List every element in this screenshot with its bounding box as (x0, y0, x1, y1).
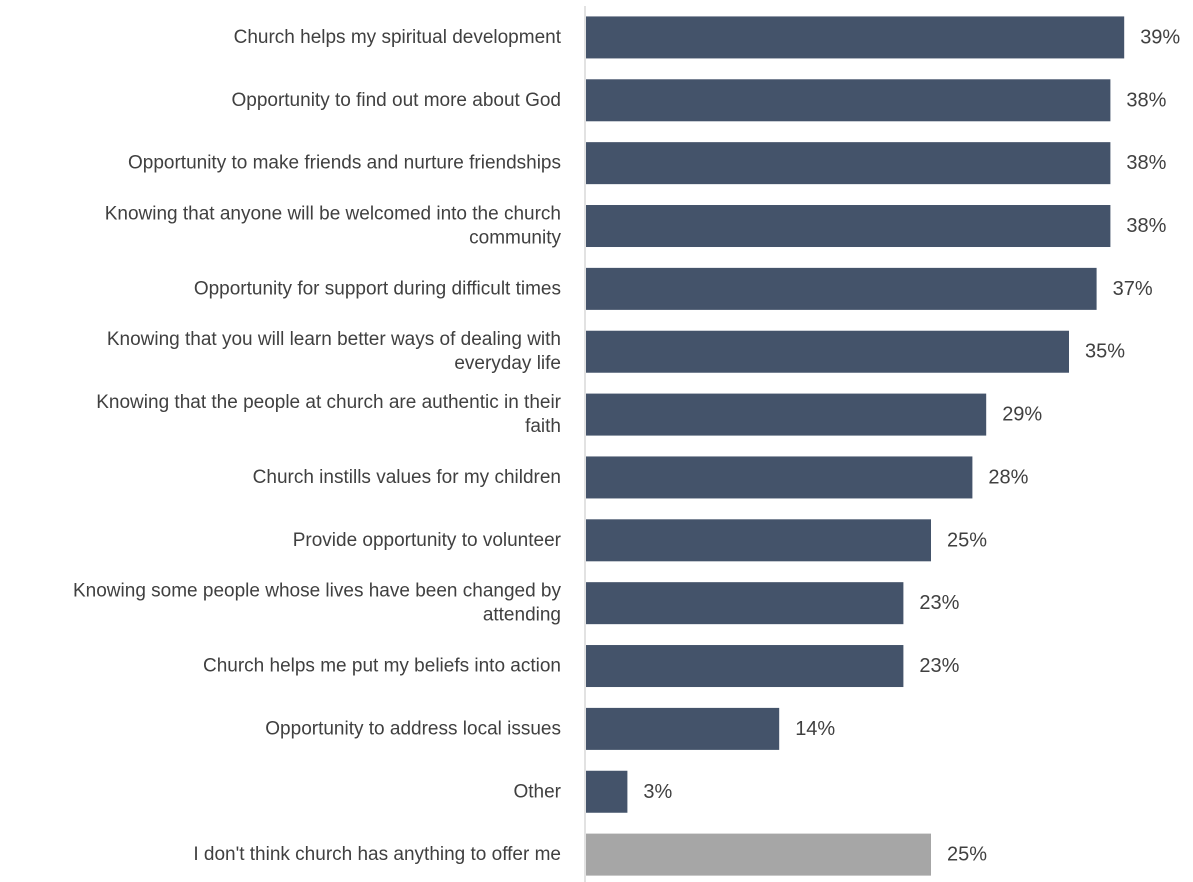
category-label: Knowing that anyone will be welcomed int… (105, 204, 561, 225)
category-label: Church instills values for my children (253, 467, 561, 488)
category-label: Knowing that the people at church are au… (96, 392, 561, 413)
category-label: Church helps me put my beliefs into acti… (203, 656, 561, 677)
category-label: faith (525, 416, 561, 437)
data-label: 3% (643, 781, 672, 803)
bar (586, 519, 931, 562)
data-label: 38% (1126, 152, 1166, 174)
category-label: Knowing that you will learn better ways … (107, 329, 561, 350)
category-label: I don't think church has anything to off… (193, 844, 561, 865)
data-label: 39% (1140, 26, 1180, 48)
bar (586, 393, 987, 436)
category-label: community (469, 228, 561, 249)
bar (586, 707, 780, 750)
category-label: Other (513, 781, 561, 802)
category-label: Opportunity to make friends and nurture … (128, 153, 561, 174)
data-label: 14% (795, 718, 835, 740)
bar (586, 205, 1111, 248)
category-label: everyday life (454, 353, 561, 374)
category-label: Church helps my spiritual development (234, 27, 562, 48)
bar (586, 770, 628, 813)
data-label: 37% (1113, 278, 1153, 300)
category-label: Provide opportunity to volunteer (293, 530, 562, 551)
data-label: 25% (947, 529, 987, 551)
bar (586, 267, 1097, 310)
value-label-group: 39% 38% 38% 38% 37% 35% 29% 28% 25% 23% 23% 14% 3% 25… (643, 26, 1180, 865)
bar (586, 582, 904, 625)
data-label: 38% (1126, 215, 1166, 237)
bar (586, 645, 904, 688)
category-label: attending (483, 605, 561, 626)
data-label: 35% (1085, 341, 1125, 363)
bar (586, 16, 1125, 59)
data-label: 23% (919, 655, 959, 677)
data-label: 23% (919, 592, 959, 614)
data-label: 29% (1002, 404, 1042, 426)
bar (586, 330, 1069, 373)
category-label: Opportunity to address local issues (265, 718, 561, 739)
data-label: 25% (947, 844, 987, 866)
category-label: Opportunity to find out more about God (231, 90, 561, 111)
category-label-group: Church helps my spiritual development Opp… (73, 27, 562, 865)
bar (586, 833, 931, 876)
category-label: Knowing some people whose lives have bee… (73, 581, 561, 602)
category-label: Opportunity for support during difficult… (194, 278, 561, 299)
data-label: 28% (988, 466, 1028, 488)
bar (586, 456, 973, 499)
bar (586, 142, 1111, 185)
bar (586, 79, 1111, 122)
bar-group (586, 16, 1125, 876)
data-label: 38% (1126, 89, 1166, 111)
